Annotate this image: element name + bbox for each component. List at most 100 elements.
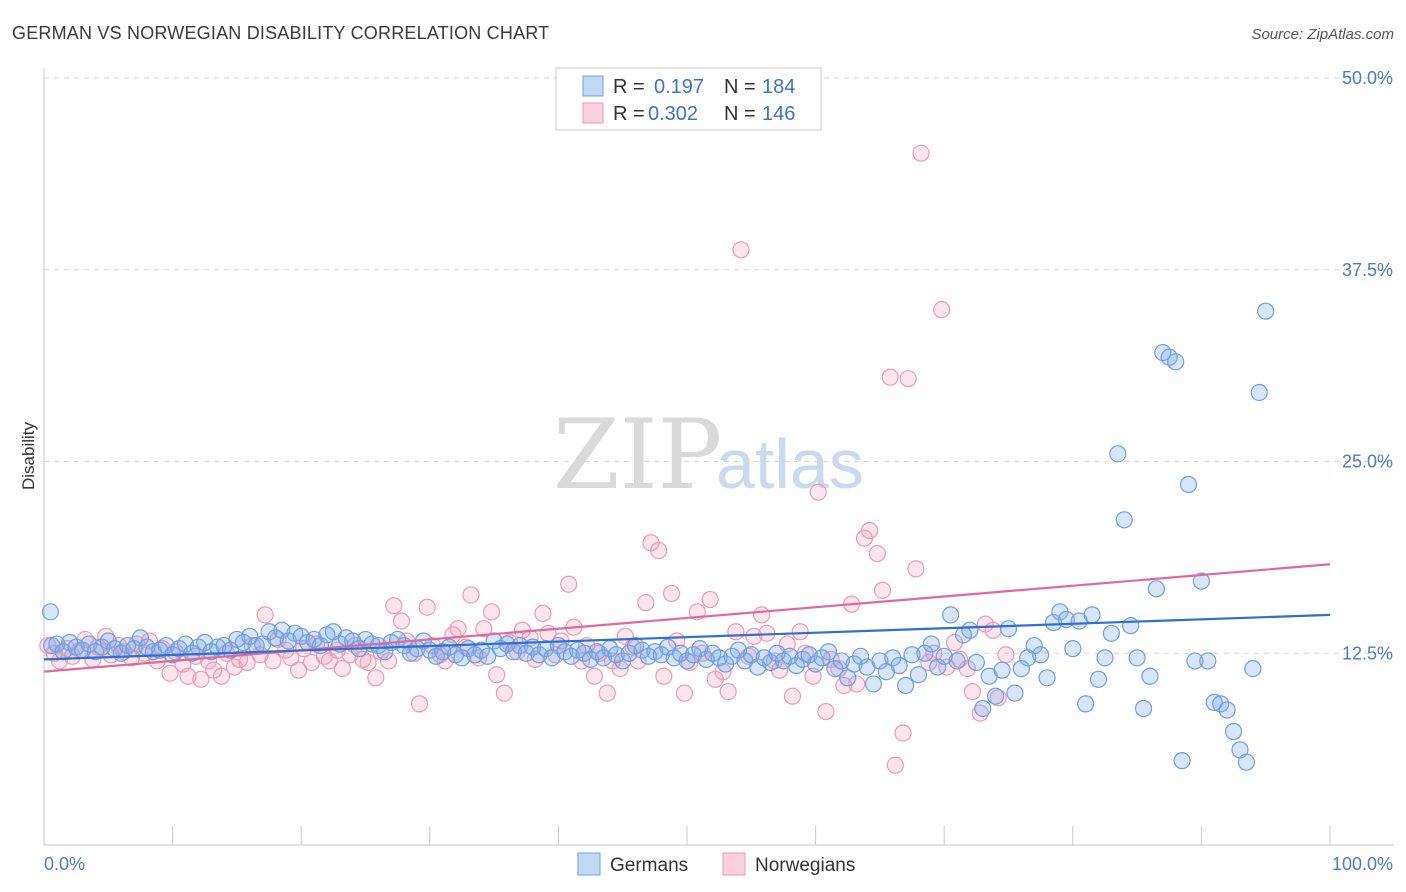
- germans-point: [871, 652, 889, 670]
- legend-swatch-norwegians: [582, 102, 604, 124]
- germans-point: [864, 675, 883, 693]
- germans-point: [1250, 383, 1268, 402]
- norwegians-trend-line: [43, 563, 1331, 673]
- germans-point: [292, 627, 310, 645]
- germans-point: [1109, 445, 1127, 463]
- germans-point: [1038, 669, 1056, 687]
- watermark: ZIP atlas: [553, 399, 864, 511]
- legend-swatch-germans: [582, 75, 604, 97]
- germans-point: [787, 656, 805, 675]
- germans-point: [1077, 695, 1095, 713]
- legend-r-label-norwegians: R =: [613, 103, 645, 125]
- norwegians-point: [745, 627, 763, 645]
- norwegians-point: [899, 370, 917, 388]
- germans-point: [813, 649, 831, 667]
- germans-point: [575, 644, 593, 662]
- y-tick-label: 25.0%: [1342, 452, 1393, 472]
- germans-point: [594, 649, 613, 667]
- germans-point: [890, 656, 908, 675]
- germans-point: [221, 641, 240, 659]
- norwegians-point: [161, 664, 179, 682]
- germans-point: [781, 647, 799, 665]
- chart-title: GERMAN VS NORWEGIAN DISABILITY CORRELATI…: [12, 23, 549, 43]
- germans-point: [839, 669, 857, 687]
- norwegians-point: [418, 598, 436, 616]
- chart-source: Source: ZipAtlas.com: [1251, 26, 1394, 43]
- watermark-atlas: atlas: [716, 425, 864, 503]
- germans-point: [806, 655, 825, 673]
- germans-point: [967, 653, 985, 672]
- germans-point: [536, 640, 555, 658]
- germans-point: [1006, 684, 1024, 702]
- germans-point: [1134, 699, 1153, 718]
- germans-point: [974, 699, 992, 718]
- series-norwegians-points: [39, 144, 1015, 774]
- norwegians-point: [212, 667, 231, 685]
- germans-point: [588, 643, 606, 661]
- germans-point: [1128, 649, 1146, 667]
- norwegians-point: [354, 650, 372, 668]
- norwegians-point: [719, 682, 737, 701]
- norwegians-point: [598, 684, 616, 702]
- norwegians-point: [392, 612, 411, 630]
- norwegians-point: [192, 670, 210, 688]
- norwegians-point: [848, 675, 866, 693]
- norwegians-point: [367, 669, 385, 687]
- y-tick-label: 37.5%: [1342, 260, 1393, 280]
- norwegians-point: [894, 724, 912, 742]
- norwegians-point: [920, 653, 938, 672]
- germans-point: [1044, 613, 1063, 632]
- norwegians-point: [50, 652, 69, 670]
- norwegians-point: [655, 667, 673, 685]
- y-tick-label: 12.5%: [1342, 643, 1393, 663]
- germans-point: [684, 646, 703, 664]
- norwegians-point: [873, 581, 892, 599]
- norwegians-point: [861, 521, 879, 540]
- series-germans-points: [41, 302, 1275, 771]
- germans-point: [1192, 572, 1211, 590]
- germans-point: [1064, 640, 1082, 658]
- norwegians-point: [971, 704, 989, 722]
- x-axis-ticks: [172, 826, 1331, 845]
- norwegians-point: [727, 623, 745, 641]
- germans-point: [832, 652, 850, 670]
- norwegians-point: [650, 541, 668, 560]
- norwegians-point: [809, 483, 827, 501]
- norwegians-point: [380, 652, 398, 670]
- germans-point: [691, 640, 709, 658]
- germans-point: [157, 636, 175, 655]
- germans-point: [1083, 606, 1101, 624]
- germans-point: [273, 621, 291, 639]
- norwegians-point: [963, 682, 982, 701]
- germans-point: [1025, 636, 1043, 655]
- legend-r-label-germans: R =: [613, 76, 645, 98]
- germans-point: [761, 653, 780, 672]
- norwegians-point: [912, 144, 930, 162]
- germans-point: [1199, 652, 1217, 670]
- germans-point: [1237, 753, 1256, 771]
- norwegians-point: [97, 627, 115, 645]
- germans-point: [1257, 302, 1275, 320]
- legend-n-label-norwegians: N =: [724, 103, 756, 125]
- germans-point: [1224, 722, 1243, 741]
- norwegians-point: [984, 621, 1002, 639]
- germans-point: [453, 649, 471, 667]
- norwegians-point: [385, 597, 403, 615]
- germans-point: [749, 658, 767, 676]
- germans-point: [1186, 652, 1204, 670]
- norwegians-point: [791, 623, 809, 641]
- y-axis-tick-labels: 12.5% 25.0% 37.5% 50.0%: [1342, 68, 1393, 663]
- bottom-legend-swatch-norwegians: [722, 852, 746, 876]
- norwegians-point: [732, 241, 750, 259]
- y-axis-label: Disability: [19, 421, 38, 490]
- norwegians-point: [256, 606, 274, 624]
- legend-r-value-germans: 0.197: [654, 76, 704, 98]
- germans-point: [678, 652, 696, 670]
- germans-point: [131, 629, 150, 647]
- norwegians-point: [482, 603, 501, 621]
- legend-n-value-germans: 184: [762, 76, 795, 98]
- germans-point: [903, 646, 921, 664]
- norwegians-point: [933, 301, 951, 319]
- norwegians-point: [886, 756, 904, 774]
